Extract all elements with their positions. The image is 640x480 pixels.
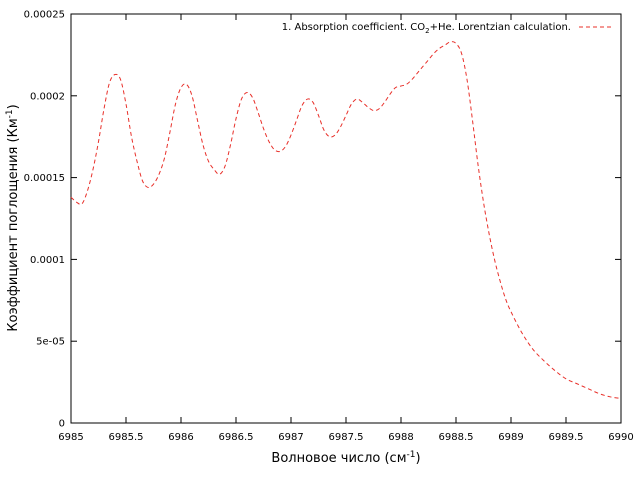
y-tick-label-0: 0	[59, 419, 65, 430]
x-tick-label-7: 6988.5	[439, 432, 474, 443]
x-tick-label-3: 6986.5	[219, 432, 254, 443]
x-tick-label-8: 6989	[498, 432, 523, 443]
y-tick-label-3: 0.00015	[24, 173, 65, 184]
x-tick-label-5: 6987.5	[329, 432, 364, 443]
x-axis-ticks: 6985 6985.5 6986 6986.5 6987 6987.5 6988 6988.5…	[58, 14, 634, 443]
x-tick-label-10: 6990	[608, 432, 633, 443]
x-tick-label-6: 6988	[388, 432, 413, 443]
plot-frame	[70, 13, 622, 424]
x-tick-label-4: 6987	[278, 432, 303, 443]
x-tick-label-0: 6985	[58, 432, 83, 443]
x-tick-label-9: 6989.5	[549, 432, 584, 443]
x-tick-label-2: 6986	[168, 432, 193, 443]
x-tick-label-1: 6985.5	[109, 432, 144, 443]
legend-label: 1. Absorption coefficient. CO2+He. Loren…	[282, 22, 571, 35]
y-tick-label-5: 0.00025	[24, 10, 65, 21]
series-line-absorption	[70, 41, 622, 399]
y-axis-label: Коэффициент поглощения (Км-1)	[5, 104, 21, 331]
y-tick-label-4: 0.0002	[30, 91, 65, 102]
y-tick-label-2: 0.0001	[30, 255, 65, 266]
x-axis-label: Волновое число (см-1)	[271, 450, 420, 466]
y-axis-ticks: 0 5e-05 0.0001 0.00015 0.0002 0.00025	[24, 10, 621, 430]
y-tick-label-1: 5e-05	[36, 337, 65, 348]
legend: 1. Absorption coefficient. CO2+He. Loren…	[282, 22, 611, 35]
